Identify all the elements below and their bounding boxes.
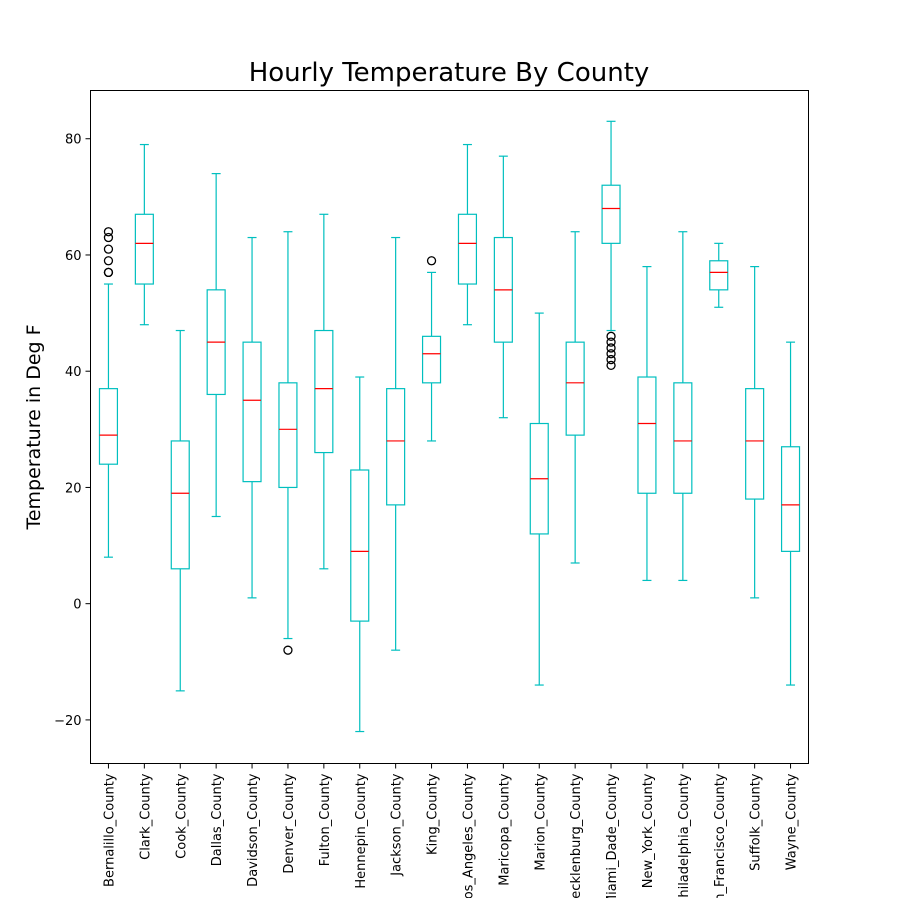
box-iqr bbox=[134, 213, 154, 285]
outlier-point bbox=[103, 232, 114, 243]
box-iqr bbox=[780, 446, 801, 552]
y-tick-label: 40 bbox=[65, 365, 82, 380]
x-tick-label: Los_Angeles_County bbox=[461, 773, 476, 898]
plot-frame bbox=[90, 90, 809, 764]
box-iqr bbox=[314, 329, 334, 454]
outlier-point bbox=[606, 360, 616, 371]
y-tick-label: 60 bbox=[65, 249, 82, 264]
y-axis-label: Temperature in Deg F bbox=[23, 324, 45, 530]
box-iqr bbox=[350, 469, 370, 622]
box-iqr bbox=[637, 376, 657, 494]
y-tick-label: 80 bbox=[65, 133, 82, 148]
box-iqr bbox=[98, 388, 119, 465]
x-tick-label: Bernalillo_County bbox=[102, 773, 117, 887]
box-iqr bbox=[745, 388, 765, 500]
outlier-point bbox=[606, 354, 616, 365]
outlier-point bbox=[426, 256, 437, 266]
outlier-point bbox=[283, 645, 293, 655]
x-tick-label: Wayne_County bbox=[785, 773, 800, 870]
box-iqr bbox=[386, 388, 406, 506]
x-tick-label: Miami_Dade_County bbox=[605, 773, 620, 898]
box-iqr bbox=[565, 341, 585, 436]
x-tick-label: Dallas_County bbox=[210, 773, 225, 866]
outlier-point bbox=[103, 267, 114, 278]
outlier-point bbox=[606, 331, 616, 341]
x-tick-label: Fulton_County bbox=[318, 773, 333, 866]
outlier-point bbox=[606, 337, 616, 347]
x-tick-label: New_York_County bbox=[641, 773, 656, 888]
x-tick-label: King_County bbox=[426, 773, 441, 855]
outlier-point bbox=[103, 227, 114, 237]
x-tick-label: Clark_County bbox=[138, 773, 153, 860]
x-tick-label: Philadelphia_County bbox=[677, 773, 692, 898]
x-tick-label: Suffolk_County bbox=[749, 773, 764, 871]
outlier-point bbox=[103, 256, 114, 266]
box-iqr bbox=[421, 335, 442, 384]
box-iqr bbox=[242, 341, 262, 483]
box-iqr bbox=[709, 260, 729, 291]
box-iqr bbox=[673, 382, 693, 494]
x-tick-label: Davidson_County bbox=[246, 773, 261, 887]
x-tick-label: Maricopa_County bbox=[497, 773, 512, 886]
outlier-point bbox=[606, 349, 616, 359]
y-tick-label: −20 bbox=[54, 714, 81, 729]
chart-title: Hourly Temperature By County bbox=[249, 58, 650, 88]
plot-area: −20 0 20 40 60 80 Bernalillo_County Clark_Count… bbox=[54, 120, 801, 898]
x-tick-label: Marion_County bbox=[533, 773, 548, 870]
y-tick-label: 20 bbox=[65, 481, 82, 496]
y-tick-label: 0 bbox=[73, 598, 81, 613]
x-tick-label: San_Francisco_County bbox=[713, 773, 728, 898]
outlier-point bbox=[103, 244, 114, 254]
box-iqr bbox=[170, 440, 190, 570]
outlier-point bbox=[606, 343, 616, 353]
x-tick-label: Mecklenburg_County bbox=[569, 773, 584, 898]
box-iqr bbox=[601, 184, 621, 244]
x-tick-label: Denver_County bbox=[282, 773, 297, 873]
box-iqr bbox=[457, 213, 478, 285]
x-tick-label: Jackson_County bbox=[390, 773, 405, 877]
x-tick-label: Cook_County bbox=[174, 773, 189, 859]
box-iqr bbox=[278, 382, 298, 489]
x-tick-label: Hennepin_County bbox=[354, 773, 369, 888]
